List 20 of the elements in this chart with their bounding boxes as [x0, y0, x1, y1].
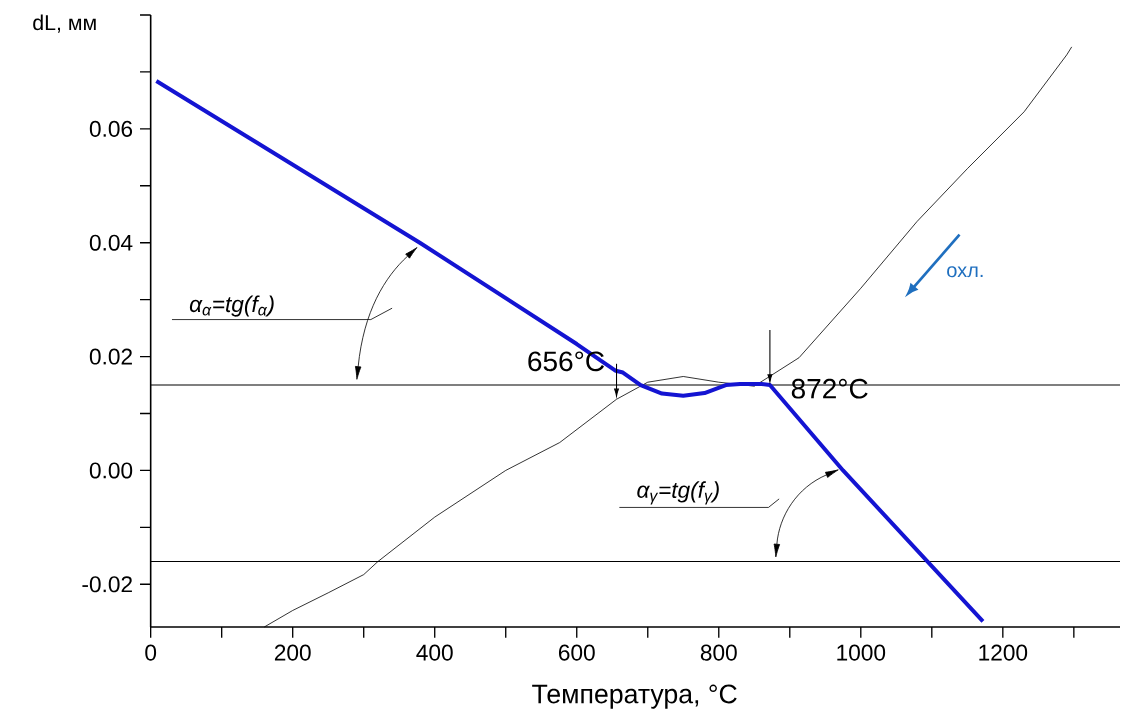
y-tick-label: 0.06 — [89, 120, 133, 137]
annotation: охл. — [947, 266, 983, 278]
y-tick-label: -0.02 — [82, 576, 132, 593]
y-tick-label: 0.04 — [89, 234, 133, 251]
line-series — [154, 79, 985, 624]
x-tick-label: 400 — [416, 644, 453, 661]
y-tick-label: 0.00 — [89, 462, 133, 479]
annotation: α$_{α}$=tg(f$_{α}$) — [189, 295, 274, 317]
x-tick-label: 200 — [274, 644, 311, 661]
x-tick-label: 1000 — [837, 644, 886, 661]
annotation: α$_{γ}$=tg(f$_{γ}$) — [637, 481, 719, 505]
y-tick-label: 0.02 — [89, 348, 132, 365]
x-tick-label: 1200 — [979, 644, 1028, 661]
annotation: 656°C — [528, 351, 604, 372]
annotation: 872°C — [791, 378, 868, 399]
x-tick-label: 0 — [145, 644, 157, 661]
x-tick-label: 600 — [558, 644, 595, 661]
x-axis-title: Температура, °C — [532, 684, 737, 709]
y-axis-title: dL, мм — [33, 14, 96, 33]
x-tick-label: 800 — [700, 644, 737, 661]
